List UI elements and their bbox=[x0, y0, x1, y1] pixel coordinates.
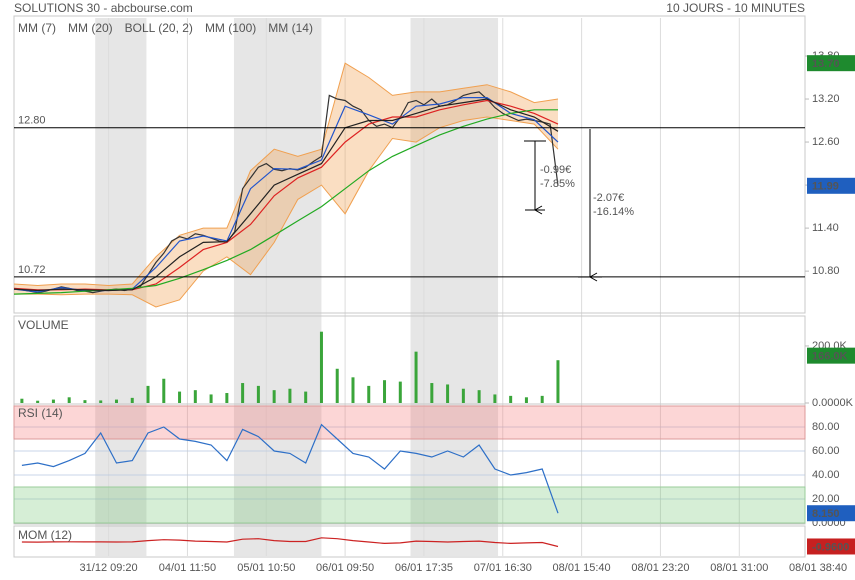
value-badge bbox=[807, 347, 855, 364]
panel-label: RSI (14) bbox=[18, 406, 63, 420]
volume-bar bbox=[225, 393, 229, 403]
x-tick-label: 08/01 31:00 bbox=[710, 562, 768, 574]
x-tick-label: 31/12 09:20 bbox=[80, 562, 138, 574]
volume-bar bbox=[146, 385, 150, 403]
y-tick-label: 40.00 bbox=[812, 469, 840, 481]
volume-bar bbox=[114, 399, 118, 403]
volume-bar bbox=[509, 395, 513, 403]
legend-entry: BOLL (20, 2) bbox=[125, 21, 193, 35]
bollinger-lower bbox=[14, 116, 559, 308]
volume-bar bbox=[193, 390, 197, 403]
x-tick-label: 04/01 11:50 bbox=[159, 562, 216, 574]
chart-layer bbox=[13, 62, 560, 548]
indicator-line bbox=[21, 423, 559, 514]
x-tick-label: 05/01 10:50 bbox=[237, 562, 295, 574]
volume-bar bbox=[241, 383, 245, 403]
y-tick-label: 13.20 bbox=[812, 93, 840, 105]
volume-bar bbox=[398, 381, 402, 403]
x-tick-label: 06/01 17:35 bbox=[395, 562, 453, 574]
volume-bar bbox=[83, 400, 87, 403]
annotation: -2.07€ bbox=[593, 192, 624, 204]
background-layer bbox=[13, 15, 809, 558]
volume-bar bbox=[178, 391, 182, 403]
indicator-line bbox=[21, 537, 559, 548]
arrows bbox=[524, 129, 602, 282]
x-tick-label: 07/01 16:30 bbox=[474, 562, 532, 574]
volume-bar bbox=[383, 380, 387, 403]
volume-bar bbox=[99, 400, 103, 403]
value-badge bbox=[807, 538, 855, 555]
x-tick-label: 06/01 09:50 bbox=[316, 562, 374, 574]
volume-bar bbox=[67, 397, 71, 403]
moving-average bbox=[13, 98, 559, 292]
legend-entry: MM (100) bbox=[205, 21, 256, 35]
y-tick-label: 12.60 bbox=[812, 136, 840, 148]
chart-title: SOLUTIONS 30 - abcbourse.com bbox=[14, 1, 193, 15]
session-shade bbox=[410, 18, 499, 556]
overbought-zone bbox=[13, 405, 806, 440]
level-label: 12.80 bbox=[18, 115, 46, 127]
volume-bar bbox=[20, 398, 24, 403]
value-badge-label: 13.70 bbox=[812, 58, 840, 70]
overlay-layer: 31/12 09:20 04/01 11:50 05/01 10:50 06/01 0… bbox=[14, 21, 855, 574]
volume-bar bbox=[209, 394, 213, 403]
y-tick-label: 20.00 bbox=[812, 493, 840, 505]
period: 10 JOURS - 10 MINUTES bbox=[666, 1, 805, 15]
value-badge-label: 8.150 bbox=[812, 508, 840, 520]
bollinger-fill bbox=[14, 63, 558, 308]
y-tick-label: 10.80 bbox=[812, 265, 840, 277]
volume-bar bbox=[130, 397, 134, 403]
volume-bar bbox=[335, 368, 339, 403]
volume-bar bbox=[524, 397, 528, 403]
y-tick-label: 11.40 bbox=[812, 222, 839, 234]
value-badge bbox=[807, 55, 855, 72]
volume-bar bbox=[461, 388, 465, 403]
volume-bar bbox=[272, 390, 276, 403]
volume-bar bbox=[288, 388, 292, 403]
x-tick-label: 08/01 23:20 bbox=[631, 562, 689, 574]
legend-entry: MM (14) bbox=[268, 21, 313, 35]
panel-label: MOM (12) bbox=[18, 528, 72, 542]
annotation: -7.85% bbox=[540, 178, 575, 190]
panel-label: VOLUME bbox=[18, 318, 69, 332]
volume-bar bbox=[162, 378, 166, 403]
x-tick-label: 08/01 38:40 bbox=[789, 562, 847, 574]
volume-bar bbox=[51, 399, 55, 403]
volume-bar bbox=[446, 384, 450, 403]
volume-bar bbox=[493, 394, 497, 403]
panel-frame bbox=[13, 15, 806, 314]
session-shade bbox=[233, 18, 322, 556]
value-badge bbox=[807, 177, 855, 194]
volume-bar bbox=[256, 385, 260, 403]
bollinger-upper bbox=[13, 62, 559, 287]
volume-bar bbox=[304, 391, 308, 403]
value-badge-label: -0.9600 bbox=[812, 541, 849, 553]
volume-bar bbox=[477, 390, 481, 403]
volume-bar bbox=[319, 331, 323, 403]
x-tick-label: 08/01 15:40 bbox=[553, 562, 611, 574]
volume-bar bbox=[430, 383, 434, 403]
volume-bar bbox=[36, 400, 40, 403]
legend-entry: MM (7) bbox=[18, 21, 56, 35]
legend-entry: MM (20) bbox=[68, 21, 113, 35]
volume-bar bbox=[556, 360, 560, 403]
annotation: -16.14% bbox=[593, 206, 634, 218]
oversold-zone bbox=[13, 486, 806, 524]
panel-frame bbox=[13, 525, 806, 558]
y-tick-label: 60.00 bbox=[812, 445, 840, 457]
value-badge-label: 166.0K bbox=[812, 351, 848, 363]
volume-bar bbox=[540, 395, 544, 403]
volume-bar bbox=[367, 385, 371, 403]
y-tick-label: 0.0000K bbox=[812, 397, 854, 409]
y-tick-label: 80.00 bbox=[812, 421, 840, 433]
annotation: -0.99€ bbox=[540, 164, 571, 176]
volume-bar bbox=[414, 351, 418, 403]
volume-bar bbox=[351, 377, 355, 403]
value-badge-label: 11.99 bbox=[812, 181, 839, 193]
level-label: 10.72 bbox=[18, 264, 46, 276]
value-badge bbox=[807, 505, 855, 522]
panel-frame bbox=[13, 403, 806, 525]
